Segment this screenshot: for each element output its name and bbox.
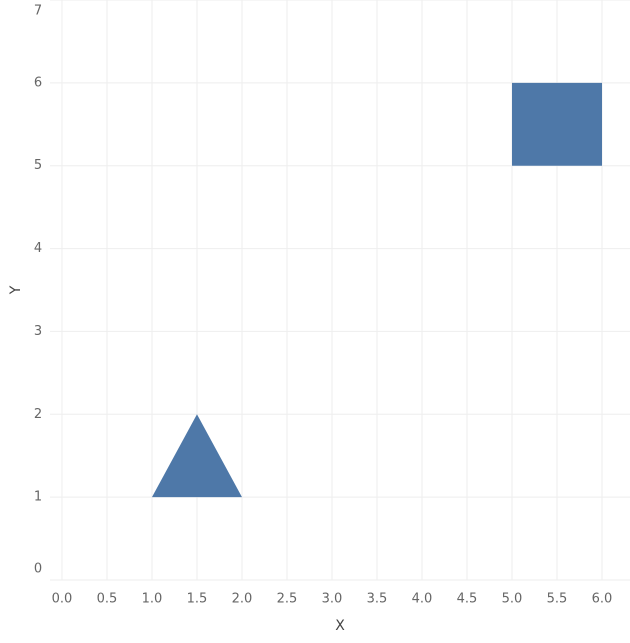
y-axis-title: Y (8, 285, 24, 295)
y-tick-label: 0 (34, 562, 42, 577)
shape (512, 82, 603, 166)
y-tick-label: 5 (34, 158, 42, 173)
y-tick-label: 4 (34, 241, 42, 256)
x-tick-label: 4.0 (412, 592, 433, 607)
x-tick-label: 0.5 (97, 592, 118, 607)
x-tick-label: 3.0 (322, 592, 343, 607)
x-tick-label: 6.0 (592, 592, 613, 607)
x-axis-title: X (335, 618, 345, 634)
y-tick-label: 2 (34, 407, 42, 422)
x-tick-label: 3.5 (367, 592, 388, 607)
x-tick-label: 2.5 (277, 592, 298, 607)
y-tick-label: 7 (34, 4, 42, 19)
x-tick-label: 2.0 (232, 592, 253, 607)
y-tick-label: 3 (34, 324, 42, 339)
shape (151, 414, 242, 498)
x-tick-label: 1.0 (142, 592, 163, 607)
x-tick-label: 5.0 (502, 592, 523, 607)
y-tick-label: 1 (34, 490, 42, 505)
x-tick-label: 1.5 (187, 592, 208, 607)
y-tick-label: 6 (34, 75, 42, 90)
x-tick-label: 4.5 (457, 592, 478, 607)
x-tick-label: 0.0 (52, 592, 73, 607)
x-tick-label: 5.5 (547, 592, 568, 607)
